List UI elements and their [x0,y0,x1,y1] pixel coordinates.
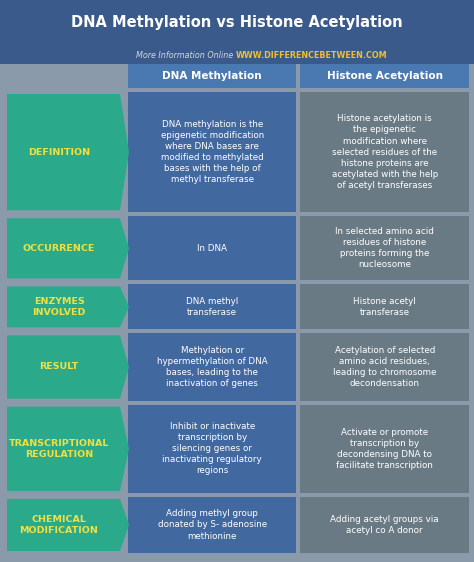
Polygon shape [7,407,129,491]
Text: DEFINITION: DEFINITION [28,148,90,157]
Text: DNA methylation is the
epigenetic modification
where DNA bases are
modified to m: DNA methylation is the epigenetic modifi… [161,120,264,184]
Text: DNA Methylation: DNA Methylation [163,71,262,81]
Bar [128,333,297,401]
Text: Activate or promote
transcription by
decondensing DNA to
facilitate transcriptio: Activate or promote transcription by dec… [337,428,433,470]
Bar [128,64,297,88]
Text: Inhibit or inactivate
transcription by
silencing genes or
inactivating regulator: Inhibit or inactivate transcription by s… [163,422,262,475]
Bar [128,497,297,553]
Bar [128,284,297,329]
Bar [128,405,297,493]
Bar [128,92,297,212]
Text: DNA Methylation vs Histone Acetylation: DNA Methylation vs Histone Acetylation [71,16,403,30]
Text: Methylation or
hypermethylation of DNA
bases, leading to the
inactivation of gen: Methylation or hypermethylation of DNA b… [157,346,267,388]
Text: Histone acetyl
transferase: Histone acetyl transferase [354,297,416,317]
Text: ENZYMES
INVOLVED: ENZYMES INVOLVED [32,297,86,317]
Text: CHEMICAL
MODIFICATION: CHEMICAL MODIFICATION [19,515,99,535]
Text: Acetylation of selected
amino acid residues,
leading to chromosome
decondensatio: Acetylation of selected amino acid resid… [333,346,437,388]
Bar [0,0,474,46]
Bar [301,497,469,553]
Bar [301,64,469,88]
Polygon shape [7,499,129,551]
Text: RESULT: RESULT [39,362,79,371]
Polygon shape [7,94,129,210]
Text: Adding methyl group
donated by S- adenosine
methionine: Adding methyl group donated by S- adenos… [158,509,267,541]
Text: WWW.DIFFERENCEBETWEEN.COM: WWW.DIFFERENCEBETWEEN.COM [236,51,388,60]
Text: Adding acetyl groups via
acetyl co A donor: Adding acetyl groups via acetyl co A don… [330,515,439,535]
Text: In DNA: In DNA [197,244,227,253]
Polygon shape [7,287,129,327]
Text: OCCURRENCE: OCCURRENCE [23,244,95,253]
Text: More Information Online: More Information Online [136,51,233,60]
Text: Histone acetylation is
the epigenetic
modification where
selected residues of th: Histone acetylation is the epigenetic mo… [332,114,438,190]
Bar [128,216,297,280]
Text: Histone Acetylation: Histone Acetylation [327,71,443,81]
Text: TRANSCRIPTIONAL
REGULATION: TRANSCRIPTIONAL REGULATION [9,439,109,459]
Polygon shape [7,218,129,278]
Bar [0,46,474,64]
Bar [301,92,469,212]
Bar [301,216,469,280]
Bar [301,333,469,401]
Polygon shape [7,336,129,398]
Bar [301,284,469,329]
Text: DNA methyl
transferase: DNA methyl transferase [186,297,238,317]
Text: In selected amino acid
residues of histone
proteins forming the
nucleosome: In selected amino acid residues of histo… [335,227,434,270]
Bar [301,405,469,493]
